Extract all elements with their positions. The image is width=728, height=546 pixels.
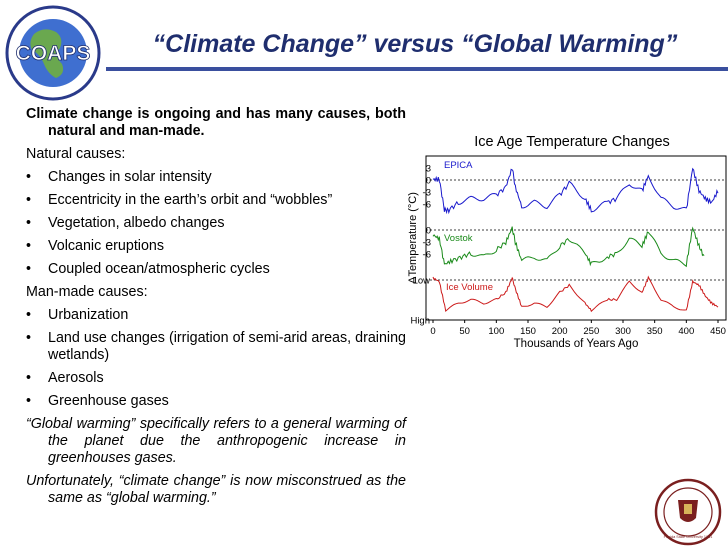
x-tick-label: 100	[488, 326, 504, 337]
misconception-note: Unfortunately, “climate change” is now m…	[26, 473, 406, 506]
bullet: •	[26, 192, 32, 208]
bullet: •	[26, 261, 32, 277]
list-item-text: Volcanic eruptions	[48, 238, 165, 254]
natural-causes-list: • Changes in solar intensity • Eccentricit…	[26, 169, 406, 278]
title-underline	[106, 67, 728, 71]
x-tick-label: 200	[552, 326, 568, 337]
bullet: •	[26, 307, 32, 323]
y-tick-label: -3	[423, 238, 431, 249]
legend-label: Vostok	[444, 233, 473, 244]
coaps-logo: COAPS	[5, 5, 101, 101]
list-item-text: Aerosols	[48, 370, 104, 386]
bullet: •	[26, 393, 32, 409]
seal-text: Florida State University 1851	[664, 535, 713, 539]
list-item: • Urbanization	[26, 307, 406, 324]
list-item: • Coupled ocean/atmospheric cycles	[26, 261, 406, 278]
plot-frame	[425, 155, 727, 321]
list-item-text: Vegetation, albedo changes	[48, 215, 225, 231]
list-item-text: Coupled ocean/atmospheric cycles	[48, 261, 270, 277]
x-tick-label: 50	[459, 326, 470, 337]
bullet: •	[26, 370, 32, 386]
natural-causes-header: Natural causes:	[26, 146, 126, 162]
list-item-text: Greenhouse gases	[48, 393, 169, 409]
fsu-seal: Florida State University 1851	[654, 478, 722, 546]
intro-text: Climate change is ongoing and has many c…	[26, 106, 406, 139]
legend-label: EPICA	[444, 160, 473, 171]
x-tick-label: 250	[583, 326, 599, 337]
bullet: •	[26, 215, 32, 231]
x-tick-label: 350	[647, 326, 663, 337]
list-item: • Land use changes (irrigation of semi-ar…	[26, 330, 406, 364]
list-item: • Vegetation, albedo changes	[26, 215, 406, 232]
list-item-text: Eccentricity in the earth’s orbit and “w…	[48, 192, 333, 208]
x-tick-label: 150	[520, 326, 536, 337]
bullet: •	[26, 169, 32, 185]
slide-body: Climate change is ongoing and has many c…	[26, 106, 406, 513]
list-item-text: Urbanization	[48, 307, 129, 323]
list-item: • Eccentricity in the earth’s orbit and “…	[26, 192, 406, 209]
y-tick-label: -3	[423, 188, 431, 199]
series-line-ice-volume	[432, 275, 719, 313]
x-tick-label: 400	[678, 326, 694, 337]
manmade-causes-list: • Urbanization • Land use changes (irrigat…	[26, 307, 406, 410]
bullet: •	[26, 238, 32, 254]
slide-title: “Climate Change” versus “Global Warming”	[152, 30, 678, 58]
logo-text: COAPS	[16, 42, 91, 65]
y-tick-label: -6	[423, 200, 431, 211]
y-axis-label: ΔTemperature (°C)	[407, 192, 419, 284]
manmade-causes-header: Man-made causes:	[26, 284, 148, 300]
y-tick-label: High	[410, 316, 430, 327]
list-item: • Aerosols	[26, 370, 406, 387]
y-tick-label: 0	[426, 176, 431, 187]
x-axis-label: Thousands of Years Ago	[514, 338, 639, 350]
series-line-vostok	[432, 226, 705, 268]
list-item: • Volcanic eruptions	[26, 238, 406, 255]
y-tick-label: 0	[426, 226, 431, 237]
y-tick-label: Low	[413, 276, 431, 287]
x-tick-label: 450	[710, 326, 726, 337]
list-item: • Greenhouse gases	[26, 393, 406, 410]
x-tick-label: 300	[615, 326, 631, 337]
chart-title: Ice Age Temperature Changes	[474, 134, 670, 150]
bullet: •	[26, 330, 32, 346]
x-tick-label: 0	[430, 326, 435, 337]
ice-age-chart: Ice Age Temperature Changes EPICA Vostok I…	[407, 134, 727, 350]
series-line-epica	[432, 167, 719, 215]
y-tick-label: 3	[426, 164, 431, 175]
y-tick-label: -6	[423, 250, 431, 261]
list-item-text: Land use changes (irrigation of semi-ari…	[48, 330, 406, 363]
legend-label: Ice Volume	[446, 282, 493, 293]
list-item-text: Changes in solar intensity	[48, 169, 212, 185]
list-item: • Changes in solar intensity	[26, 169, 406, 186]
global-warming-note: “Global warming” specifically refers to …	[26, 416, 406, 466]
